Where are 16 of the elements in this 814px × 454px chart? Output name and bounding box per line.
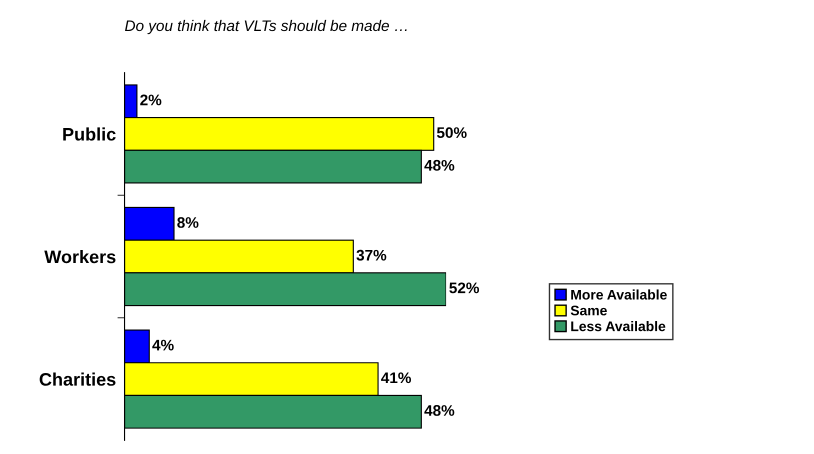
data-label: 48%	[424, 405, 454, 416]
data-label: 52%	[449, 282, 480, 294]
legend-label: Same	[570, 306, 607, 316]
data-label: 4%	[152, 340, 174, 350]
chart-title: Do you think that VLTs should be made …	[125, 20, 407, 34]
y-tick-label: Workers	[44, 250, 116, 264]
data-label: 8%	[177, 217, 198, 228]
data-label: 48%	[424, 160, 454, 171]
data-label: 41%	[381, 372, 412, 384]
data-label: 50%	[436, 127, 467, 138]
y-tick-label: Public	[63, 127, 116, 141]
legend-label: More Available	[571, 289, 667, 300]
data-label: 37%	[356, 250, 386, 261]
data-label: 2%	[140, 94, 162, 106]
legend-label: Less Available	[571, 321, 666, 332]
y-tick-label: Charities	[40, 372, 116, 386]
